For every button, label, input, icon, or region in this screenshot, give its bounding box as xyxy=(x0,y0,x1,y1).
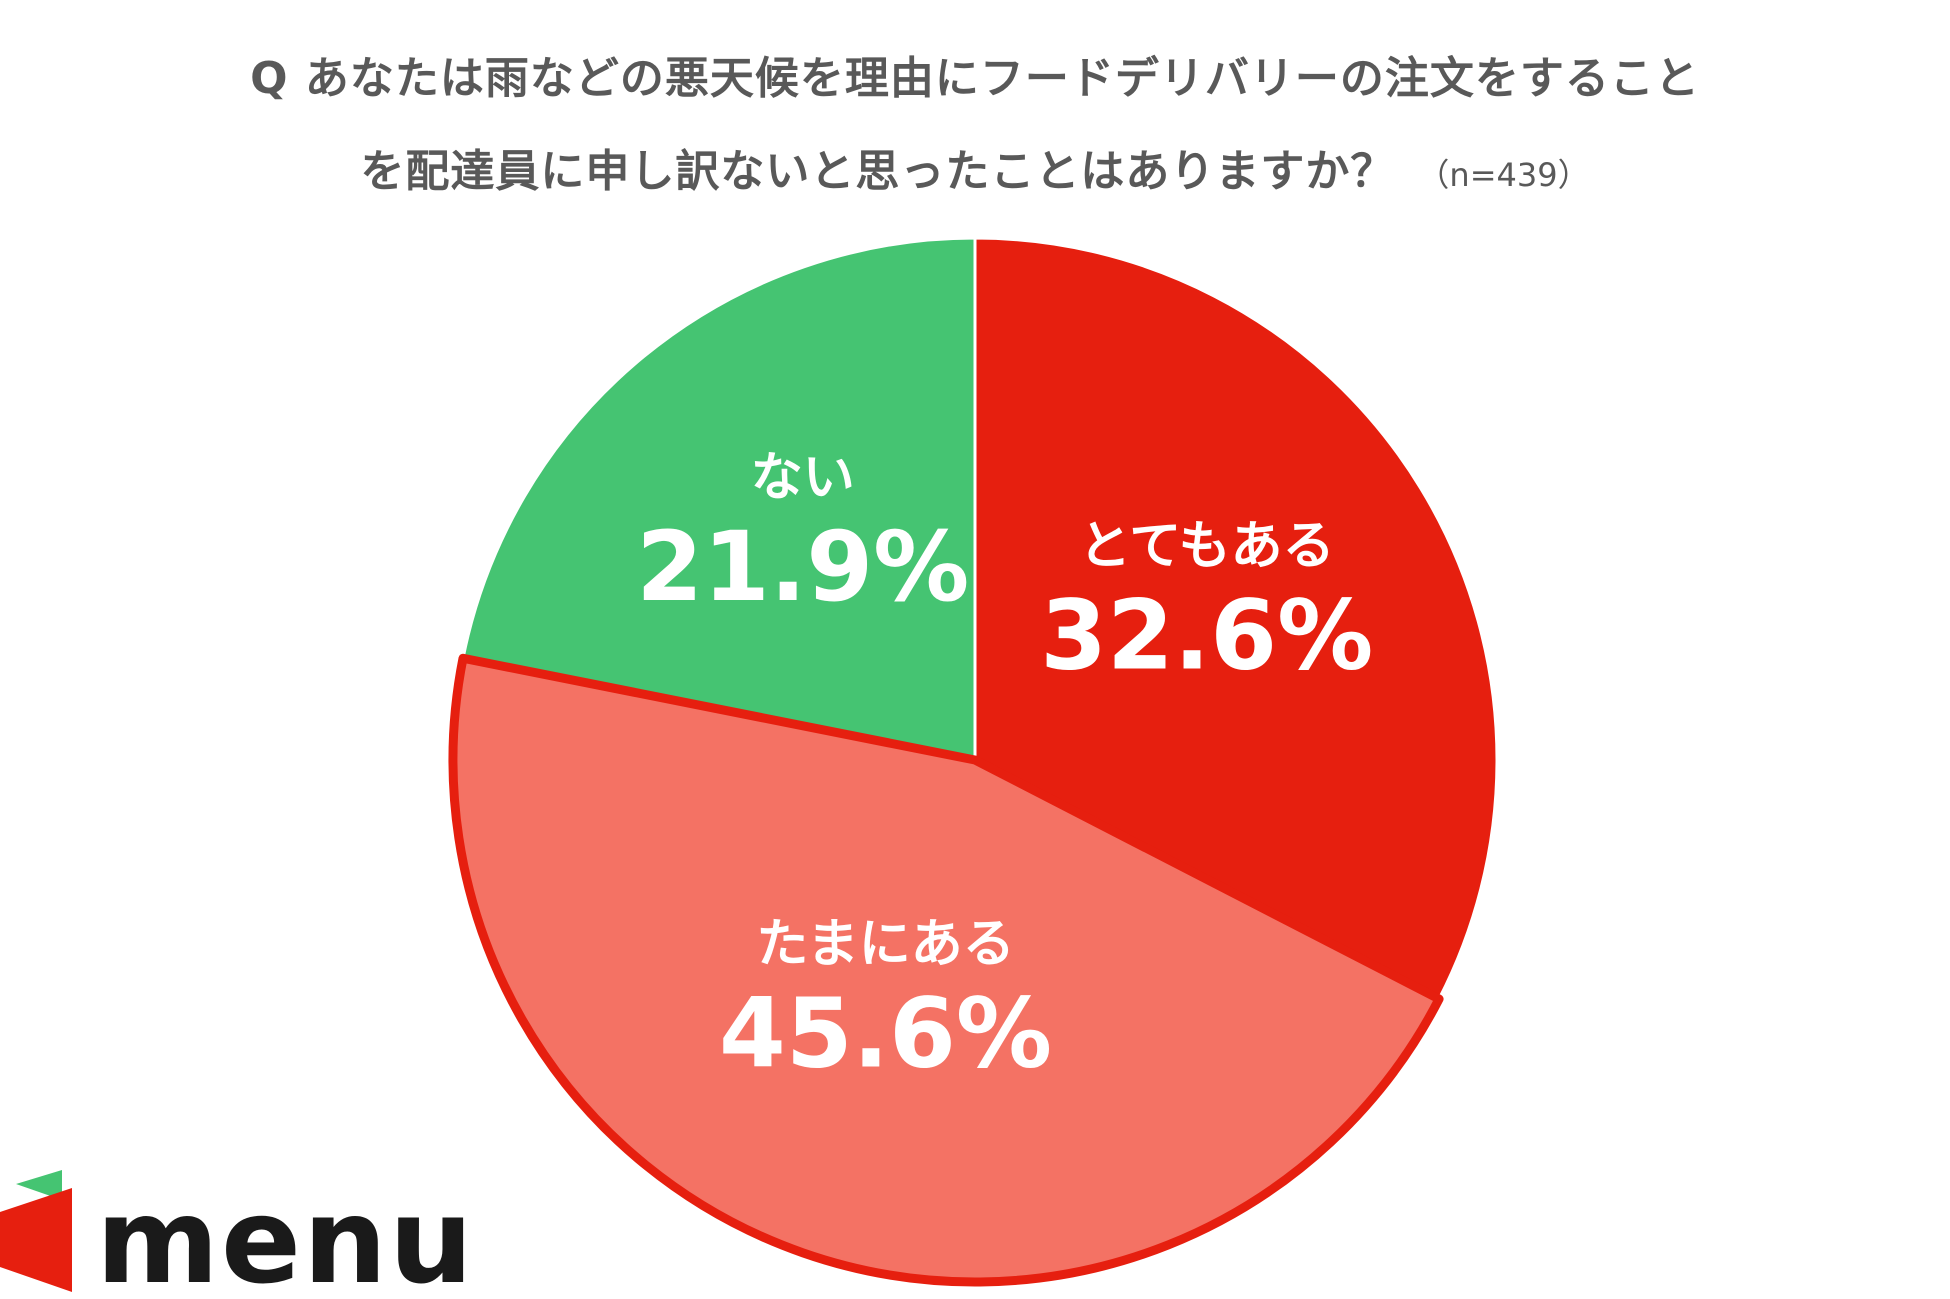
pie-slice-2-outline xyxy=(448,653,1444,1287)
logo-text: menu xyxy=(96,1172,475,1299)
slice-label-2: たまにある xyxy=(756,914,1014,974)
logo-mark-green xyxy=(16,1170,62,1200)
slice-label-3: ない xyxy=(751,448,855,508)
logo-mark-red xyxy=(0,1188,72,1292)
menu-logo: menu xyxy=(0,1170,475,1299)
sample-size-note: （n=439） xyxy=(1417,156,1590,194)
title-line-2-text: を配達員に申し訳ないと思ったことはありますか？ xyxy=(360,146,1396,197)
slice-label-1: とてもある xyxy=(1079,517,1335,577)
slice-value-1: 32.6% xyxy=(1040,580,1373,692)
title-line-1-text: Q あなたは雨などの悪天候を理由にフードデリバリーの注文をすること xyxy=(250,53,1700,104)
pie-slice-3 xyxy=(461,236,977,762)
pie-slice-1 xyxy=(973,236,1499,1001)
chart-title-line-1: Q あなたは雨などの悪天候を理由にフードデリバリーの注文をすること xyxy=(0,42,1950,106)
slice-value-2: 45.6% xyxy=(719,977,1052,1089)
slice-value-3: 21.9% xyxy=(636,511,969,623)
chart-title-line-2: を配達員に申し訳ないと思ったことはありますか？ （n=439） xyxy=(0,135,1950,199)
